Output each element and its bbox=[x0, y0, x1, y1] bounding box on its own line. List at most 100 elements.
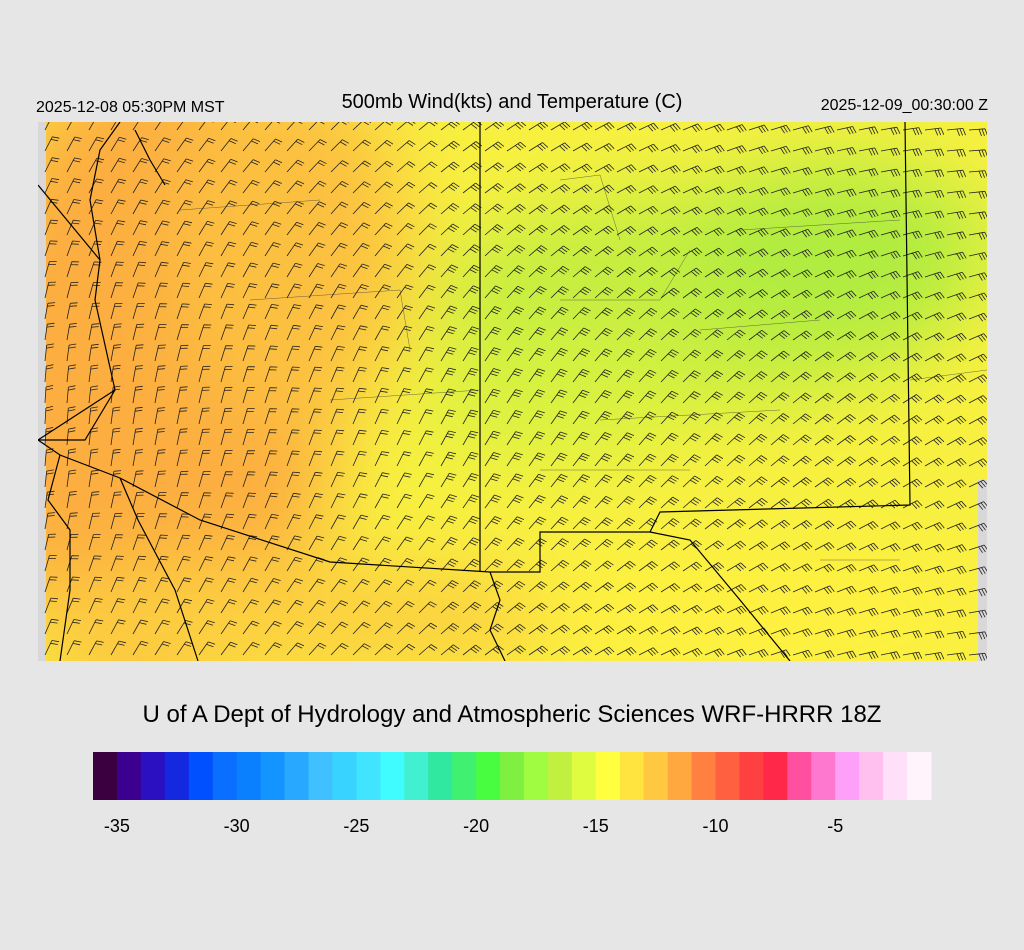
wind-barb bbox=[220, 262, 236, 278]
wind-barb bbox=[770, 519, 791, 530]
wind-barb bbox=[968, 292, 987, 302]
wind-barb bbox=[836, 499, 857, 509]
wind-barb bbox=[924, 353, 945, 362]
wind-barb bbox=[220, 303, 235, 320]
wind-barb bbox=[814, 498, 835, 509]
wind-barb bbox=[836, 229, 857, 239]
wind-barb bbox=[220, 158, 238, 173]
wind-barb bbox=[616, 369, 635, 383]
wind-barb bbox=[726, 391, 746, 404]
wind-barb bbox=[132, 598, 148, 614]
wind-barb bbox=[484, 452, 501, 467]
wind-barb bbox=[968, 522, 987, 532]
wind-barb bbox=[528, 265, 548, 278]
wind-barb bbox=[110, 282, 124, 299]
wind-barb bbox=[308, 139, 327, 152]
wind-barb bbox=[594, 122, 615, 131]
wind-barb bbox=[352, 160, 372, 173]
wind-barb bbox=[440, 346, 457, 362]
wind-barb bbox=[924, 190, 945, 199]
wind-barb bbox=[308, 345, 323, 362]
wind-barb bbox=[66, 343, 77, 362]
wind-barb bbox=[792, 146, 813, 155]
wind-barb bbox=[308, 429, 322, 446]
wind-barb bbox=[308, 366, 323, 383]
wind-barb bbox=[748, 649, 769, 658]
wind-barb bbox=[550, 410, 568, 425]
colorbar-swatch bbox=[619, 752, 645, 800]
wind-barb bbox=[242, 471, 256, 488]
wind-barb bbox=[88, 512, 101, 530]
wind-barb bbox=[792, 289, 813, 299]
wind-barb bbox=[880, 373, 901, 383]
colorbar-swatch bbox=[284, 752, 309, 800]
wind-barb bbox=[286, 471, 301, 488]
wind-barb bbox=[572, 495, 591, 509]
wind-barb bbox=[374, 263, 392, 278]
wind-barb bbox=[704, 412, 723, 425]
wind-barb bbox=[220, 556, 236, 572]
wind-barb bbox=[484, 224, 504, 236]
wind-barb bbox=[946, 565, 967, 575]
wind-barb bbox=[308, 600, 326, 614]
wind-barb bbox=[198, 303, 212, 320]
wind-barb bbox=[198, 137, 216, 152]
wind-barb bbox=[198, 158, 216, 173]
wind-barb bbox=[902, 651, 923, 660]
wind-barb bbox=[88, 640, 104, 656]
wind-barb bbox=[506, 645, 526, 656]
colorbar-swatch bbox=[116, 752, 142, 800]
wind-barb bbox=[946, 149, 966, 157]
wind-barb bbox=[352, 181, 371, 194]
wind-barb bbox=[836, 167, 857, 177]
wind-barb bbox=[374, 493, 390, 509]
wind-barb bbox=[924, 210, 945, 219]
wind-barb bbox=[858, 499, 879, 509]
wind-barb bbox=[660, 518, 680, 530]
wind-barb bbox=[682, 186, 703, 195]
wind-barb bbox=[484, 162, 504, 173]
wind-barb bbox=[264, 620, 282, 635]
wind-barb bbox=[660, 144, 681, 153]
wind-barb bbox=[176, 122, 192, 131]
wind-barb bbox=[418, 243, 437, 257]
wind-barb bbox=[88, 491, 100, 509]
wind-barb bbox=[880, 331, 901, 341]
wind-barb bbox=[330, 304, 346, 320]
wind-barb bbox=[770, 145, 791, 155]
wind-barb bbox=[264, 122, 281, 131]
wind-barb bbox=[66, 427, 76, 446]
wind-barb bbox=[440, 388, 456, 404]
wind-barb bbox=[330, 514, 346, 530]
wind-barb bbox=[638, 625, 659, 635]
wind-barb bbox=[726, 454, 746, 467]
wind-barb bbox=[286, 242, 304, 257]
wind-barb bbox=[374, 430, 389, 446]
wind-barb bbox=[594, 143, 615, 152]
wind-barb bbox=[198, 534, 213, 551]
wind-barb bbox=[308, 283, 325, 299]
wind-barb bbox=[352, 367, 367, 383]
wind-barb bbox=[352, 304, 369, 320]
wind-barb bbox=[660, 454, 679, 467]
wind-barb bbox=[814, 585, 835, 595]
wind-barb bbox=[374, 181, 394, 194]
map bbox=[38, 122, 987, 661]
wind-barb bbox=[726, 584, 747, 593]
wind-barb bbox=[88, 343, 99, 362]
wind-barb bbox=[704, 391, 723, 404]
wind-barb bbox=[66, 385, 76, 404]
wind-barb bbox=[858, 393, 878, 404]
wind-barb bbox=[440, 203, 460, 215]
wind-barb bbox=[616, 328, 635, 341]
map-edge bbox=[38, 122, 46, 661]
wind-barb bbox=[396, 601, 415, 614]
wind-barb bbox=[396, 536, 414, 551]
wind-barb bbox=[946, 374, 967, 383]
wind-barb bbox=[550, 348, 568, 362]
wind-barb bbox=[968, 211, 987, 220]
wind-barb bbox=[528, 142, 549, 152]
wind-barb bbox=[352, 429, 367, 446]
wind-barb bbox=[506, 623, 526, 635]
wind-barb bbox=[352, 557, 370, 572]
